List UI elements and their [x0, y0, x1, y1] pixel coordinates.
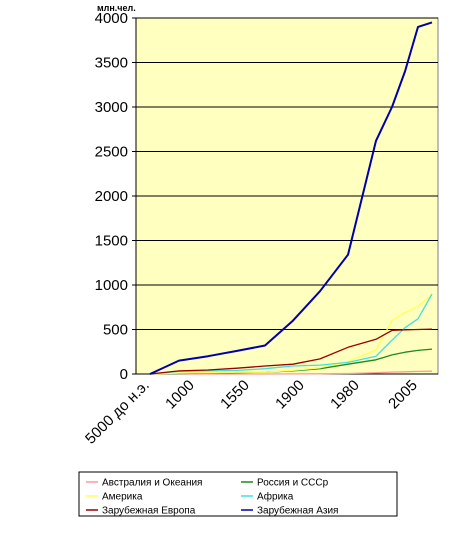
legend-box: [78, 471, 398, 517]
series-line: [149, 293, 433, 375]
y-tick-label: 3000: [95, 99, 128, 116]
y-tick-label: 0: [120, 366, 128, 383]
y-tick-label: 1000: [95, 277, 128, 294]
y-tick-label: 3500: [95, 55, 128, 72]
y-axis-ticks: 0 500 1000 1500 2000 2500 3000 3500 4000: [95, 10, 136, 383]
legend: Австралия и Океания Россия и СССр Америка А…: [78, 471, 398, 517]
legend-label: Австралия и Океания: [102, 478, 202, 489]
y-tick-label: 2500: [95, 144, 128, 161]
x-tick-label: 1900: [272, 377, 308, 413]
y-tick-label: 1500: [95, 233, 128, 250]
x-tick-label: 1550: [217, 377, 253, 413]
legend-label: Зарубежная Европа: [102, 505, 196, 517]
series-line: [149, 294, 433, 375]
x-tick-label: 1000: [162, 377, 198, 413]
y-tick-label: 2000: [95, 188, 128, 205]
x-tick-label: 1980: [327, 377, 363, 413]
y-unit-label: млн.чел.: [97, 3, 136, 13]
series-line: [149, 21, 433, 375]
x-axis-ticks: 5000 до н.э. 1000 1550 1900 1980 2005: [82, 377, 421, 448]
series-line: [149, 328, 433, 375]
x-tick-label: 5000 до н.э.: [82, 377, 153, 448]
legend-label: Россия и СССр: [257, 478, 329, 489]
y-tick-label: 4000: [95, 10, 128, 27]
legend-label: Зарубежная Азия: [257, 505, 338, 517]
x-tick-label: 2005: [385, 377, 421, 413]
series-line: [150, 370, 433, 375]
legend-label: Америка: [102, 492, 143, 503]
legend-label: Африка: [257, 491, 294, 503]
y-tick-label: 500: [103, 322, 128, 339]
series: [149, 21, 433, 375]
